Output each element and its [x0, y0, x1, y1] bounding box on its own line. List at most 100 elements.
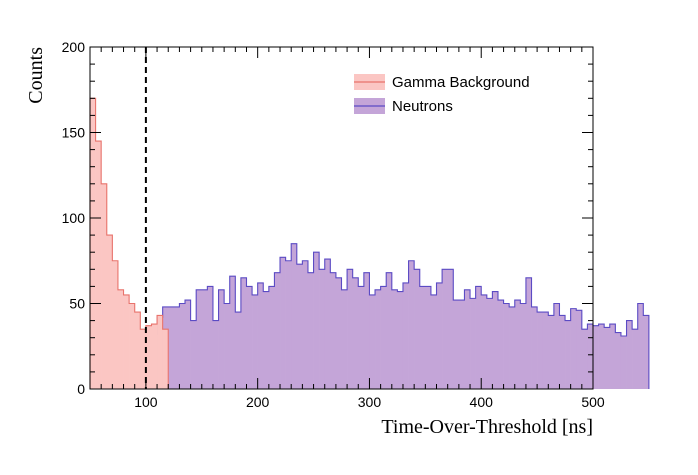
hist-bin-1-73 — [553, 303, 560, 389]
neutron-series — [145, 243, 650, 389]
y-tick-label: 0 — [77, 381, 85, 397]
hist-bin-1-60 — [481, 294, 488, 389]
hist-bin-1-31 — [319, 269, 326, 389]
hist-bin-1-80 — [593, 325, 599, 389]
hist-bin-1-78 — [581, 329, 588, 389]
y-axis-title: Counts — [25, 47, 47, 104]
hist-bin-1-66 — [514, 300, 521, 389]
hist-bin-1-19 — [252, 294, 258, 389]
x-tick-label: 400 — [470, 394, 494, 410]
hist-bin-1-47 — [408, 260, 415, 389]
hist-bin-1-38 — [358, 286, 365, 389]
hist-bin-1-28 — [302, 260, 309, 389]
hist-bin-1-8 — [190, 320, 197, 389]
hist-bin-1-15 — [229, 276, 236, 389]
hist-bin-1-37 — [352, 277, 359, 389]
hist-bin-1-83 — [609, 324, 616, 389]
hist-bin-0-1 — [95, 141, 102, 389]
hist-bin-1-9 — [196, 289, 203, 389]
hist-bin-0-9 — [140, 329, 147, 389]
hist-bin-1-84 — [615, 332, 622, 389]
hist-bin-1-85 — [620, 335, 627, 389]
hist-bin-1-30 — [313, 252, 320, 389]
hist-bin-1-48 — [414, 269, 421, 389]
hist-bin-1-13 — [218, 289, 225, 389]
hist-bin-1-32 — [324, 259, 331, 389]
hist-bin-1-71 — [542, 312, 549, 389]
hist-bin-0-4 — [112, 260, 119, 389]
hist-bin-1-62 — [492, 291, 499, 389]
hist-bin-1-67 — [520, 303, 527, 389]
hist-bin-1-29 — [307, 272, 314, 389]
hist-bin-1-24 — [280, 257, 286, 389]
hist-bin-1-70 — [537, 312, 543, 389]
hist-bin-1-43 — [386, 272, 393, 389]
hist-bin-1-11 — [207, 286, 214, 389]
hist-bin-1-26 — [291, 243, 298, 389]
hist-bin-0-8 — [134, 312, 141, 389]
hist-bin-1-20 — [257, 282, 264, 389]
x-tick-label: 500 — [581, 394, 605, 410]
hist-bin-1-42 — [380, 286, 387, 389]
y-tick-label: 100 — [62, 210, 86, 226]
hist-bin-1-36 — [347, 269, 353, 389]
hist-bin-0-7 — [129, 303, 136, 389]
hist-bin-1-4 — [168, 306, 175, 389]
hist-bin-1-10 — [201, 289, 208, 389]
hist-bin-1-58 — [470, 298, 476, 389]
hist-bin-1-57 — [464, 289, 471, 389]
hist-bin-0-3 — [106, 235, 113, 389]
legend-label-neutrons: Neutrons — [392, 98, 453, 115]
y-tick-label: 200 — [62, 39, 86, 55]
hist-bin-1-41 — [375, 289, 381, 389]
hist-bin-1-88 — [637, 303, 644, 389]
hist-outline-0 — [89, 97, 174, 390]
hist-outline-1 — [145, 243, 650, 389]
hist-bin-0-2 — [101, 183, 108, 389]
hist-bin-1-64 — [503, 303, 510, 389]
hist-bin-1-54 — [447, 269, 454, 389]
hist-bin-1-40 — [369, 294, 376, 389]
hist-bin-1-68 — [525, 277, 532, 389]
legend: Gamma Background Neutrons — [354, 74, 530, 115]
hist-bin-0-0 — [90, 98, 96, 390]
hist-bin-1-81 — [598, 324, 605, 389]
hist-bin-1-34 — [335, 277, 342, 389]
hist-bin-1-16 — [235, 312, 242, 389]
hist-bin-1-46 — [402, 282, 409, 389]
hist-bin-1-89 — [643, 315, 650, 389]
hist-bin-1-77 — [576, 310, 583, 389]
x-tick-label: 200 — [246, 394, 270, 410]
x-tick-label: 100 — [134, 394, 158, 410]
hist-bin-1-27 — [296, 264, 303, 389]
legend-label-gamma: Gamma Background — [392, 74, 530, 91]
hist-bin-0-12 — [157, 315, 163, 389]
hist-bin-1-82 — [604, 327, 611, 389]
hist-bin-1-52 — [436, 282, 443, 389]
hist-bin-1-12 — [212, 320, 219, 389]
hist-bin-1-87 — [632, 329, 639, 389]
hist-bin-1-21 — [263, 291, 270, 389]
hist-bin-1-33 — [330, 272, 337, 389]
hist-bin-1-35 — [341, 289, 348, 389]
hist-bin-1-23 — [274, 272, 281, 389]
hist-bin-1-6 — [179, 303, 186, 389]
hist-bin-1-74 — [559, 315, 566, 389]
hist-bin-1-86 — [626, 320, 633, 389]
hist-bin-0-6 — [123, 294, 130, 389]
hist-bin-1-5 — [173, 306, 180, 389]
hist-bin-0-5 — [117, 289, 124, 389]
hist-bin-1-14 — [224, 303, 231, 389]
hist-bin-0-10 — [145, 325, 152, 389]
hist-bin-1-56 — [458, 300, 465, 389]
hist-bin-1-49 — [419, 286, 426, 389]
hist-bin-1-55 — [453, 300, 460, 389]
hist-bin-1-75 — [565, 320, 571, 389]
hist-bin-1-79 — [587, 324, 594, 389]
hist-bin-1-72 — [548, 315, 555, 389]
hist-bin-1-63 — [497, 300, 504, 389]
x-tick-label: 300 — [358, 394, 382, 410]
x-axis-title: Time-Over-Threshold [ns] — [381, 416, 593, 438]
gamma-series — [89, 97, 174, 390]
